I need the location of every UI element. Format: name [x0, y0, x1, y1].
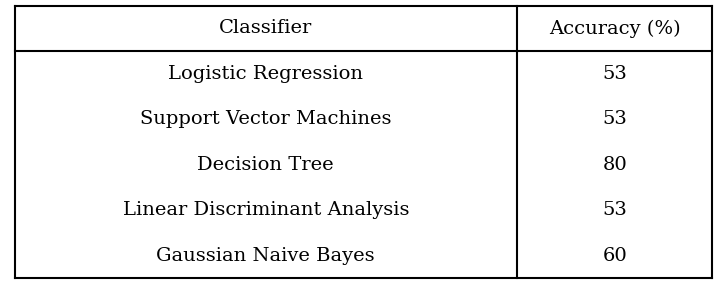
- Text: Decision Tree: Decision Tree: [198, 156, 334, 174]
- Text: 80: 80: [603, 156, 627, 174]
- Text: Support Vector Machines: Support Vector Machines: [140, 110, 392, 128]
- Text: Gaussian Naive Bayes: Gaussian Naive Bayes: [156, 247, 375, 265]
- Text: 53: 53: [602, 110, 627, 128]
- Text: Logistic Regression: Logistic Regression: [168, 65, 364, 83]
- Text: Accuracy (%): Accuracy (%): [549, 19, 680, 37]
- Text: 60: 60: [603, 247, 627, 265]
- Text: 53: 53: [602, 65, 627, 83]
- Text: 53: 53: [602, 201, 627, 219]
- Text: Linear Discriminant Analysis: Linear Discriminant Analysis: [123, 201, 409, 219]
- Text: Classifier: Classifier: [219, 19, 313, 37]
